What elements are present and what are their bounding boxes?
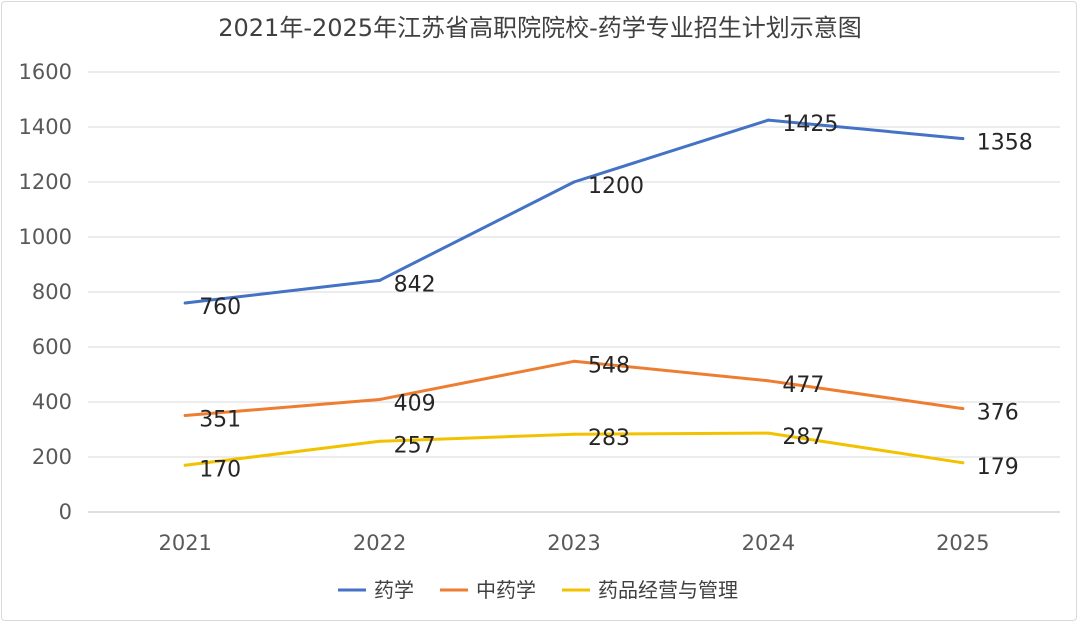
y-tick-label: 0 [59, 500, 72, 524]
y-tick-label: 400 [32, 390, 72, 414]
data-point [378, 278, 382, 282]
data-label: 283 [588, 426, 630, 451]
data-label: 351 [199, 407, 241, 432]
data-point [961, 407, 965, 411]
data-label: 477 [782, 373, 824, 398]
legend-label: 中药学 [476, 578, 536, 602]
data-point [961, 137, 965, 141]
data-point [572, 432, 576, 436]
chart-title: 2021年-2025年江苏省高职院院校-药学专业招生计划示意图 [218, 14, 861, 42]
series-lines [183, 118, 965, 467]
data-point [961, 461, 965, 465]
series-line [183, 118, 965, 305]
data-point [378, 398, 382, 402]
data-label: 548 [588, 353, 630, 378]
data-label: 257 [394, 433, 436, 458]
data-point [378, 439, 382, 443]
y-tick-label: 600 [32, 335, 72, 359]
y-tick-label: 1000 [19, 225, 72, 249]
data-point [766, 379, 770, 383]
legend-label: 药学 [374, 578, 414, 602]
data-label: 760 [199, 295, 241, 320]
x-tick-label: 2021 [158, 531, 211, 555]
data-label: 376 [977, 401, 1019, 426]
y-tick-label: 200 [32, 445, 72, 469]
y-tick-label: 1200 [19, 170, 72, 194]
data-label: 842 [394, 272, 436, 297]
x-tick-label: 2023 [547, 531, 600, 555]
y-tick-label: 800 [32, 280, 72, 304]
data-point [183, 463, 187, 467]
y-tick-label: 1600 [19, 60, 72, 84]
data-point [766, 431, 770, 435]
x-axis: 2021 2022 2023 2024 2025 [158, 531, 989, 555]
data-label: 409 [394, 392, 436, 417]
grid-lines [88, 71, 1060, 513]
data-point [766, 118, 770, 122]
legend: 药学 中药学 药品经营与管理 [338, 578, 738, 602]
x-tick-label: 2022 [353, 531, 406, 555]
data-point [572, 180, 576, 184]
series-line [183, 359, 965, 417]
legend-label: 药品经营与管理 [598, 578, 738, 602]
data-point [183, 413, 187, 417]
y-tick-label: 1400 [19, 115, 72, 139]
x-tick-label: 2025 [936, 531, 989, 555]
data-label: 1425 [782, 112, 838, 137]
data-label: 170 [199, 457, 241, 482]
x-tick-label: 2024 [742, 531, 795, 555]
series-line [183, 431, 965, 467]
y-axis: 0 200 400 600 800 1000 1200 1400 1600 [19, 60, 72, 524]
data-label: 1200 [588, 174, 644, 199]
data-point [572, 359, 576, 363]
data-label: 1358 [977, 131, 1033, 156]
data-point [183, 301, 187, 305]
data-label: 179 [977, 455, 1019, 480]
data-label: 287 [782, 425, 824, 450]
data-labels: 760 842 1200 1425 1358 351 409 548 477 376 170 257 2… [199, 112, 1033, 482]
